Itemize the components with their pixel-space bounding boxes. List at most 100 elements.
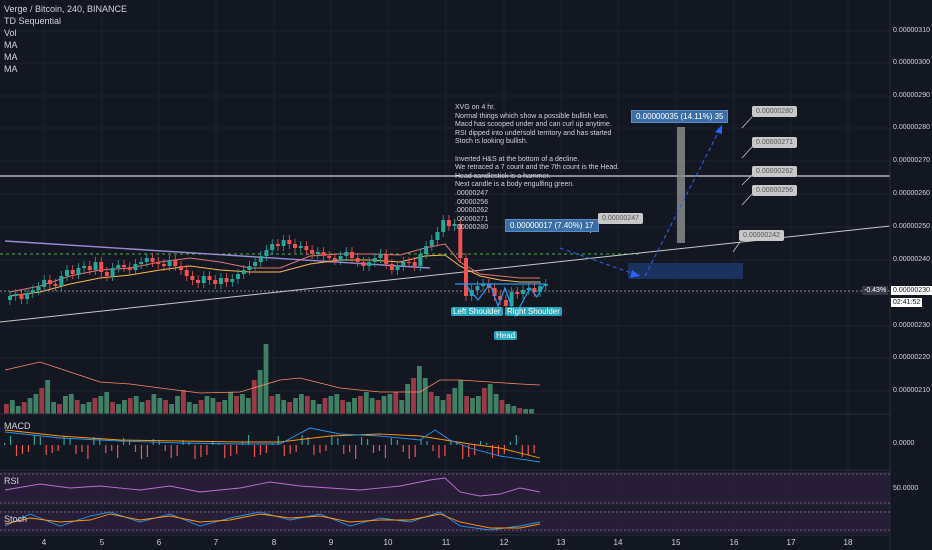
volume-bar — [157, 398, 163, 414]
candle-body — [367, 262, 372, 266]
macd-bar — [69, 438, 71, 445]
volume-bar — [186, 402, 192, 414]
left-shoulder-label[interactable]: Left Shoulder — [451, 307, 503, 316]
analysis-note[interactable]: XVG on 4 hr. Normal things which show a … — [455, 104, 620, 232]
head-shoulders-outline[interactable] — [455, 282, 547, 318]
candle-body — [150, 258, 155, 262]
price-tick: 0.00000300 — [893, 59, 930, 66]
volume-bar — [310, 400, 316, 414]
candle-body — [532, 288, 537, 292]
price-tick: 0.00000210 — [893, 387, 930, 394]
projection-arrow-down[interactable] — [559, 247, 641, 277]
volume-bar — [133, 396, 139, 414]
time-tick: 4 — [41, 538, 47, 547]
volume-bar — [86, 402, 92, 414]
candle-body — [441, 220, 446, 232]
time-tick: 10 — [383, 538, 393, 547]
candle-body — [503, 300, 508, 306]
volume-bar — [257, 370, 263, 414]
candle-body — [207, 276, 212, 280]
candle-body — [122, 265, 126, 267]
volume-bar — [493, 394, 499, 414]
macd-bar — [372, 445, 375, 453]
macd-bar — [170, 445, 172, 458]
projection-box[interactable] — [628, 263, 743, 279]
volume-bar — [151, 394, 157, 414]
price-tick: 0.00000280 — [893, 124, 930, 131]
target-label-262[interactable]: 0.00000262 — [752, 166, 797, 177]
rising-trendline[interactable] — [0, 225, 891, 323]
volume-bar — [375, 400, 381, 414]
candle-body — [196, 280, 201, 283]
projection-arrow-up[interactable] — [644, 124, 723, 277]
macd-bar — [474, 445, 476, 455]
volume-bar — [74, 400, 80, 414]
macd-pane-label: MACD — [4, 421, 31, 431]
macd-bar — [361, 437, 363, 445]
rsi-pane-label: RSI — [4, 476, 20, 486]
legend-td-sequential[interactable]: TD Sequential — [4, 16, 62, 26]
time-tick: 5 — [99, 538, 105, 547]
candlestick-series[interactable] — [8, 215, 548, 311]
right-shoulder-label[interactable]: Right Shoulder — [505, 307, 562, 316]
measure-bar[interactable] — [677, 127, 685, 243]
candle-body — [498, 296, 503, 300]
price-tick: 0.00000220 — [893, 354, 930, 361]
stoch-pane-label: Stoch — [4, 514, 28, 524]
macd-bar — [438, 445, 440, 458]
legend-ma-1[interactable]: MA — [4, 40, 18, 50]
falling-trendline[interactable] — [4, 240, 431, 269]
volume-bar — [33, 394, 39, 414]
volume-bar — [51, 402, 56, 414]
time-tick: 7 — [213, 538, 219, 547]
time-tick: 6 — [156, 538, 162, 547]
target-label-247[interactable]: 0.00000247 — [598, 213, 643, 224]
macd-bar — [313, 445, 315, 455]
volume-bar — [322, 398, 328, 414]
measure-small-label[interactable]: 0.00000017 (7.40%) 17 — [505, 219, 599, 232]
volume-bar — [511, 406, 517, 414]
moving-average-orange — [9, 254, 540, 297]
candle-body — [298, 246, 303, 248]
volume-bar — [269, 396, 275, 414]
volume-bar — [523, 409, 528, 414]
target-label-242[interactable]: 0.00000242 — [739, 230, 784, 241]
legend-ma-2[interactable]: MA — [4, 52, 18, 62]
macd-bar — [93, 437, 95, 445]
candle-body — [281, 240, 286, 246]
candle-body — [70, 270, 75, 274]
price-tick: 0.00000270 — [893, 157, 930, 164]
volume-bar — [15, 406, 21, 414]
macd-bar — [194, 445, 196, 459]
price-tick: 0.00000260 — [893, 190, 930, 197]
macd-bar — [224, 445, 226, 458]
volume-bar — [369, 398, 375, 414]
volume-bar — [411, 378, 416, 414]
target-label-256[interactable]: 0.00000256 — [752, 185, 797, 196]
candle-body — [407, 262, 411, 263]
measure-big-label[interactable]: 0.00000035 (14.11%) 35 — [631, 110, 729, 123]
target-label-280[interactable]: 0.00000280 — [752, 106, 797, 117]
macd-bar — [230, 445, 232, 456]
macd-bar — [176, 445, 178, 456]
macd-bar — [527, 445, 529, 455]
legend-ma-3[interactable]: MA — [4, 64, 18, 74]
last-price-label: 0.00000230 — [891, 286, 932, 295]
macd-histogram — [4, 435, 535, 459]
macd-bar — [134, 445, 137, 452]
legend-vol[interactable]: Vol — [4, 28, 17, 38]
macd-bar — [146, 445, 148, 457]
target-label-271[interactable]: 0.00000271 — [752, 137, 797, 148]
macd-bar — [111, 445, 113, 451]
macd-bar — [307, 437, 309, 445]
candle-body — [116, 265, 121, 268]
volume-bar — [21, 402, 27, 414]
volume-bar — [358, 396, 363, 414]
symbol-title[interactable]: Verge / Bitcoin, 240, BINANCE — [4, 4, 128, 14]
head-label[interactable]: Head — [494, 331, 518, 340]
volume-bar — [127, 398, 133, 414]
candle-body — [401, 262, 406, 266]
candle-body — [435, 232, 440, 240]
volume-bar — [122, 400, 127, 414]
